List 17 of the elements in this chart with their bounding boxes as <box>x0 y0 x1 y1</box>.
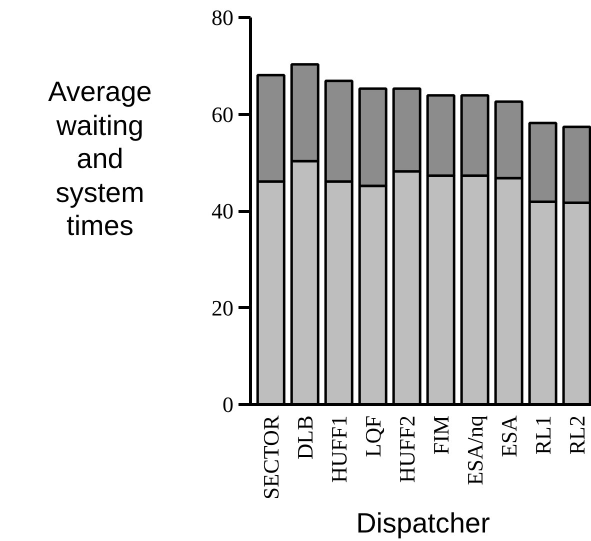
x-tick-label: HUFF2 <box>394 415 420 483</box>
x-tick-label: RL1 <box>530 415 556 455</box>
x-axis-title: Dispatcher <box>356 507 490 538</box>
x-tick-label: SECTOR <box>258 415 284 500</box>
y-tick-label: 20 <box>212 295 234 320</box>
y-tick-label: 80 <box>212 5 234 30</box>
x-tick-label: ESA/nq <box>462 415 488 486</box>
y-tick-label: 40 <box>212 198 234 224</box>
x-tick-label: HUFF1 <box>326 415 352 483</box>
y-axis-title: Average waiting and system times <box>47 75 153 243</box>
x-tick-label: DLB <box>292 416 318 460</box>
x-tick-label: LQF <box>360 416 386 458</box>
y-tick-label: 0 <box>222 392 234 417</box>
x-tick-label: FIM <box>428 416 454 455</box>
x-tick-label: ESA <box>496 415 522 458</box>
x-tick-label: RL2 <box>564 415 590 455</box>
y-tick-label: 60 <box>212 102 234 127</box>
